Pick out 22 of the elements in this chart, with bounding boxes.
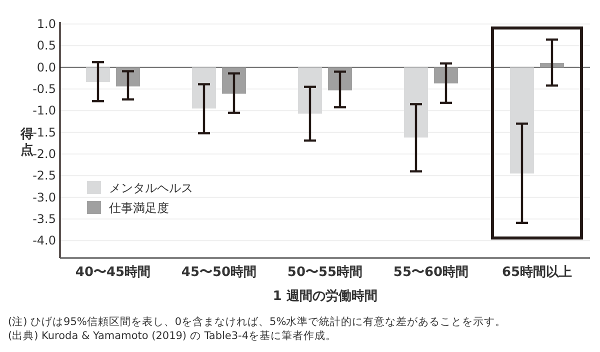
text: (注) ひげは95%信頼区間を表し、0を含まなければ、5%水準で統計的に有意な差があることを示す。 [8, 315, 506, 328]
y-tick-label: -2.5 [32, 168, 56, 183]
x-tick-label: 45〜50時間 [181, 265, 257, 280]
y-tick-label: 1.0 [36, 17, 56, 31]
y-tick-label: -4.0 [32, 234, 56, 248]
y-tick-label: -1.5 [32, 125, 56, 140]
y-axis-title: 得点 [20, 127, 34, 158]
x-tick-label: 50〜55時間 [287, 265, 363, 280]
y-tick-label: -2.0 [32, 147, 56, 161]
y-tick-label: -3.0 [32, 190, 56, 204]
legend-label: メンタルヘルス [109, 181, 193, 195]
x-axis-title: 1 週間の労働時間 [272, 288, 378, 304]
y-tick-label: -0.5 [32, 82, 56, 96]
legend-label: 仕事満足度 [108, 201, 169, 215]
x-tick-label: 55〜60時間 [393, 265, 469, 280]
y-tick-label: 0.5 [36, 38, 56, 53]
y-tick-label: 0.0 [36, 60, 56, 74]
text: (出典) Kuroda & Yamamoto (2019) の Table3-4を基に筆者作成。 [8, 329, 337, 342]
x-tick-label: 65時間以上 [502, 265, 572, 280]
x-tick-label: 40〜45時間 [75, 265, 151, 280]
y-tick-label: -3.5 [32, 212, 56, 226]
y-tick-label: -1.0 [32, 104, 56, 118]
